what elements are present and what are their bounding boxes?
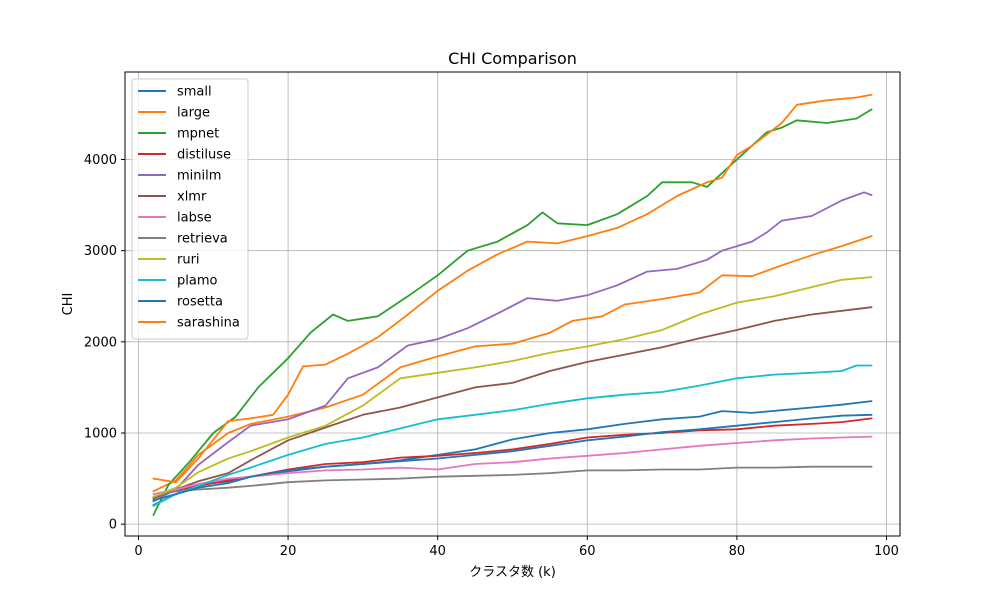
x-tick-label: 20 [280,544,297,559]
series-line-retrieva [152,465,873,498]
series-line-sarashina [152,93,873,484]
x-tick-label: 0 [134,544,142,559]
legend-label-distiluse: distiluse [177,148,231,163]
legend-label-retrieva: retrieva [177,232,228,247]
legend-label-ruri: ruri [177,253,200,268]
series-line-plamo [152,364,873,507]
x-axis-label: クラスタ数 (k) [469,565,556,580]
legend-label-rosetta: rosetta [177,295,223,310]
series-lines [152,93,873,516]
legend-label-mpnet: mpnet [177,127,219,142]
series-line-minilm [152,191,873,503]
legend: small large mpnet distiluse minilm xlmr labse r… [131,78,249,340]
legend-label-xlmr: xlmr [177,190,207,205]
legend-label-plamo: plamo [177,274,217,289]
legend-label-large: large [177,106,210,121]
series-line-mpnet [152,108,873,516]
x-tick-label: 60 [579,544,596,559]
x-tick-label: 40 [429,544,446,559]
legend-box [131,78,249,340]
y-axis-label: CHI [61,293,76,316]
y-tick-label: 2000 [84,335,117,350]
series-line-rosetta [152,413,873,502]
plot-frame [124,71,901,537]
y-tick-label: 3000 [84,244,117,259]
series-line-ruri [152,276,873,498]
legend-label-small: small [177,85,212,100]
y-tick-label: 1000 [84,426,117,441]
y-tick-label: 4000 [84,153,117,168]
grid [125,72,900,536]
chart-title: CHI Comparison [448,49,577,68]
legend-label-sarashina: sarashina [177,316,240,331]
series-line-xlmr [152,306,873,500]
x-tick-label: 100 [874,544,899,559]
series-line-labse [152,435,873,495]
y-tick-label: 0 [109,518,117,533]
legend-label-minilm: minilm [177,169,221,184]
x-tick-label: 80 [729,544,746,559]
series-line-large [152,235,873,493]
legend-label-labse: labse [177,211,212,226]
